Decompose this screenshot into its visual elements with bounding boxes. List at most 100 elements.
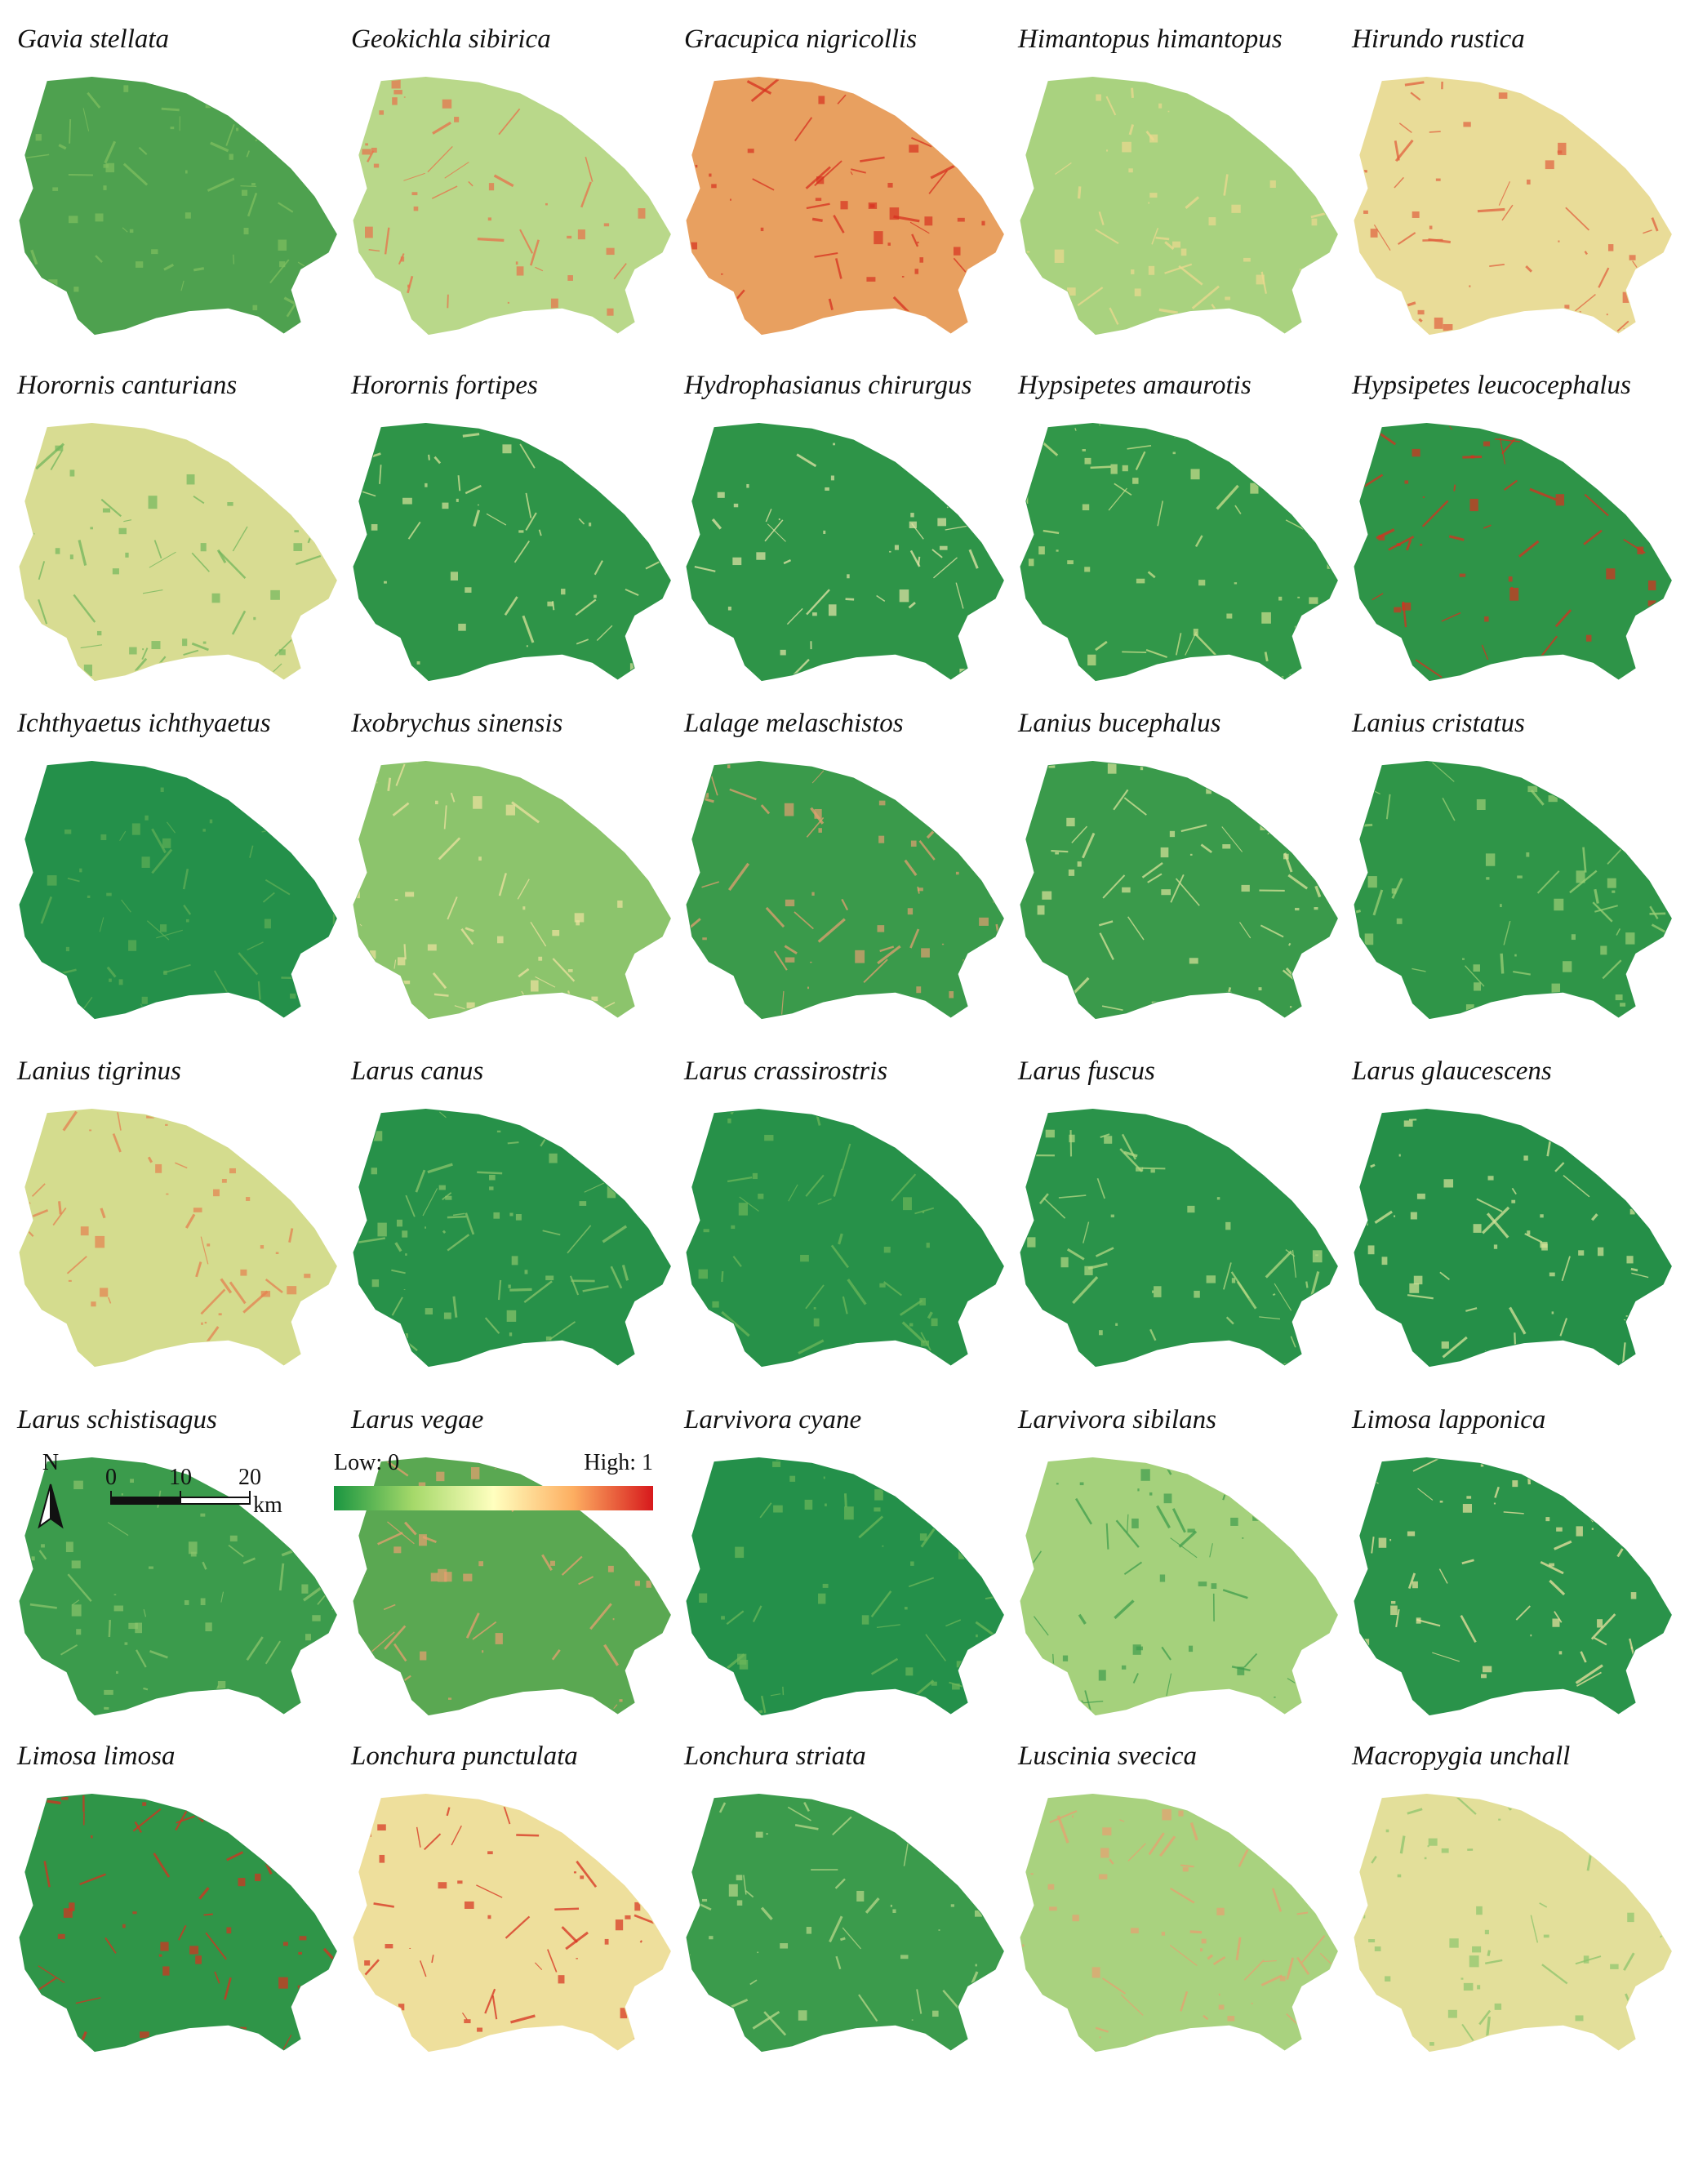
map-texture-patch: [1443, 324, 1453, 331]
map-texture-patch: [1623, 804, 1629, 812]
map-texture-patch: [925, 785, 928, 789]
map-texture-patch: [1333, 489, 1338, 494]
map-texture-patch: [855, 950, 865, 963]
map-texture-patch: [57, 1933, 65, 1939]
map-texture-patch: [1450, 2054, 1459, 2065]
map-texture-line: [839, 1937, 846, 1942]
map-texture-patch: [65, 1541, 73, 1553]
map-texture-patch: [303, 1688, 305, 1692]
map-texture-line: [1098, 423, 1127, 426]
map-area: [353, 1109, 671, 1367]
map-texture-patch: [160, 1942, 169, 1951]
map-texture-line: [329, 1578, 337, 1597]
map-texture-line: [1511, 1187, 1517, 1195]
map-texture-line: [510, 2014, 536, 2024]
map-texture-patch: [508, 1284, 511, 1288]
map-texture-patch: [47, 875, 57, 886]
map-texture-patch: [776, 679, 783, 681]
map-texture-patch: [1498, 92, 1508, 99]
map-texture-line: [353, 1636, 357, 1648]
map-texture-line: [514, 540, 530, 563]
map-outline: [1354, 760, 1672, 1020]
map-texture-patch: [1006, 801, 1012, 804]
map-texture-patch: [899, 589, 909, 603]
map-texture-patch: [703, 1229, 709, 1233]
map-texture-line: [1072, 1275, 1099, 1305]
map-texture-patch: [384, 580, 387, 584]
map-texture-patch: [1227, 2016, 1235, 2022]
map-texture-patch: [1412, 211, 1420, 218]
panel-title: Macropygia unchall: [1351, 1741, 1570, 1771]
map-texture-line: [1302, 1527, 1309, 1536]
map-texture-line: [1621, 327, 1627, 335]
map-texture-patch: [1494, 2003, 1502, 2010]
map-outline: [686, 760, 1004, 1020]
map-texture-patch: [1134, 288, 1141, 296]
map-texture-line: [142, 589, 163, 594]
map-texture-patch: [1306, 287, 1311, 292]
map-texture-patch: [1336, 252, 1338, 260]
map-panel: [686, 1457, 1004, 1716]
map-texture-line: [874, 677, 884, 681]
map-texture-line: [770, 1693, 781, 1697]
map-texture-patch: [1194, 1290, 1200, 1298]
map-texture-line: [1169, 1944, 1198, 1967]
map-panel: [353, 76, 671, 336]
map-texture-line: [814, 252, 838, 258]
map-texture-line: [465, 1212, 475, 1235]
map-texture-patch: [721, 1616, 725, 1620]
map-texture-line: [1354, 1944, 1358, 1958]
map-texture-line: [66, 1256, 87, 1274]
map-texture-line: [297, 1985, 308, 2013]
map-area: [1354, 761, 1672, 1019]
map-texture-patch: [1047, 1884, 1055, 1890]
map-texture-line: [838, 1697, 860, 1702]
map-texture-line: [73, 594, 96, 623]
map-texture-patch: [170, 127, 175, 130]
map-texture-patch: [1274, 459, 1279, 464]
map-texture-line: [928, 170, 948, 194]
map-texture-patch: [335, 1586, 337, 1591]
map-texture-line: [1643, 229, 1652, 234]
map-texture-line: [394, 1242, 402, 1252]
map-texture-patch: [620, 2008, 628, 2019]
map-texture-patch: [95, 1235, 105, 1248]
map-texture-line: [554, 1907, 580, 1910]
map-texture-line: [904, 859, 918, 876]
map-texture-line: [377, 1532, 403, 1546]
map-texture-patch: [728, 1884, 738, 1897]
map-texture-patch: [1394, 1215, 1396, 1217]
panel-title: Larvivora cyane: [683, 1405, 861, 1435]
map-texture-patch: [229, 1535, 238, 1541]
map-texture-line: [596, 625, 613, 642]
map-texture-patch: [656, 1219, 659, 1221]
map-texture-patch: [953, 247, 961, 256]
map-texture-line: [1354, 2017, 1357, 2031]
map-texture-patch: [185, 212, 191, 219]
scale-label: 0: [105, 1465, 117, 1490]
map-texture-patch: [470, 1467, 480, 1479]
map-outline: [353, 1108, 671, 1368]
map-texture-line: [87, 91, 101, 109]
map-texture-patch: [1056, 549, 1059, 552]
map-texture-patch: [358, 460, 365, 468]
map-texture-patch: [1486, 877, 1490, 880]
map-texture-patch: [1671, 1533, 1672, 1544]
map-texture-line: [265, 878, 291, 896]
map-texture-line: [1417, 1488, 1434, 1501]
map-texture-patch: [106, 892, 112, 896]
map-texture-patch: [200, 1513, 206, 1517]
map-texture-line: [845, 598, 855, 601]
map-outline: [1354, 422, 1672, 682]
map-texture-patch: [290, 993, 296, 999]
map-texture-patch: [155, 1163, 162, 1173]
map-texture-line: [296, 554, 322, 566]
map-texture-line: [1235, 1937, 1242, 1961]
panel-title: Horornis canturians: [16, 371, 237, 400]
panel-title: Gracupica nigricollis: [684, 24, 917, 54]
map-texture-line: [705, 633, 718, 661]
map-texture-patch: [887, 2043, 893, 2048]
map-texture-patch: [1104, 1136, 1113, 1144]
colorbar: [334, 1486, 653, 1510]
map-area: [1354, 423, 1672, 681]
